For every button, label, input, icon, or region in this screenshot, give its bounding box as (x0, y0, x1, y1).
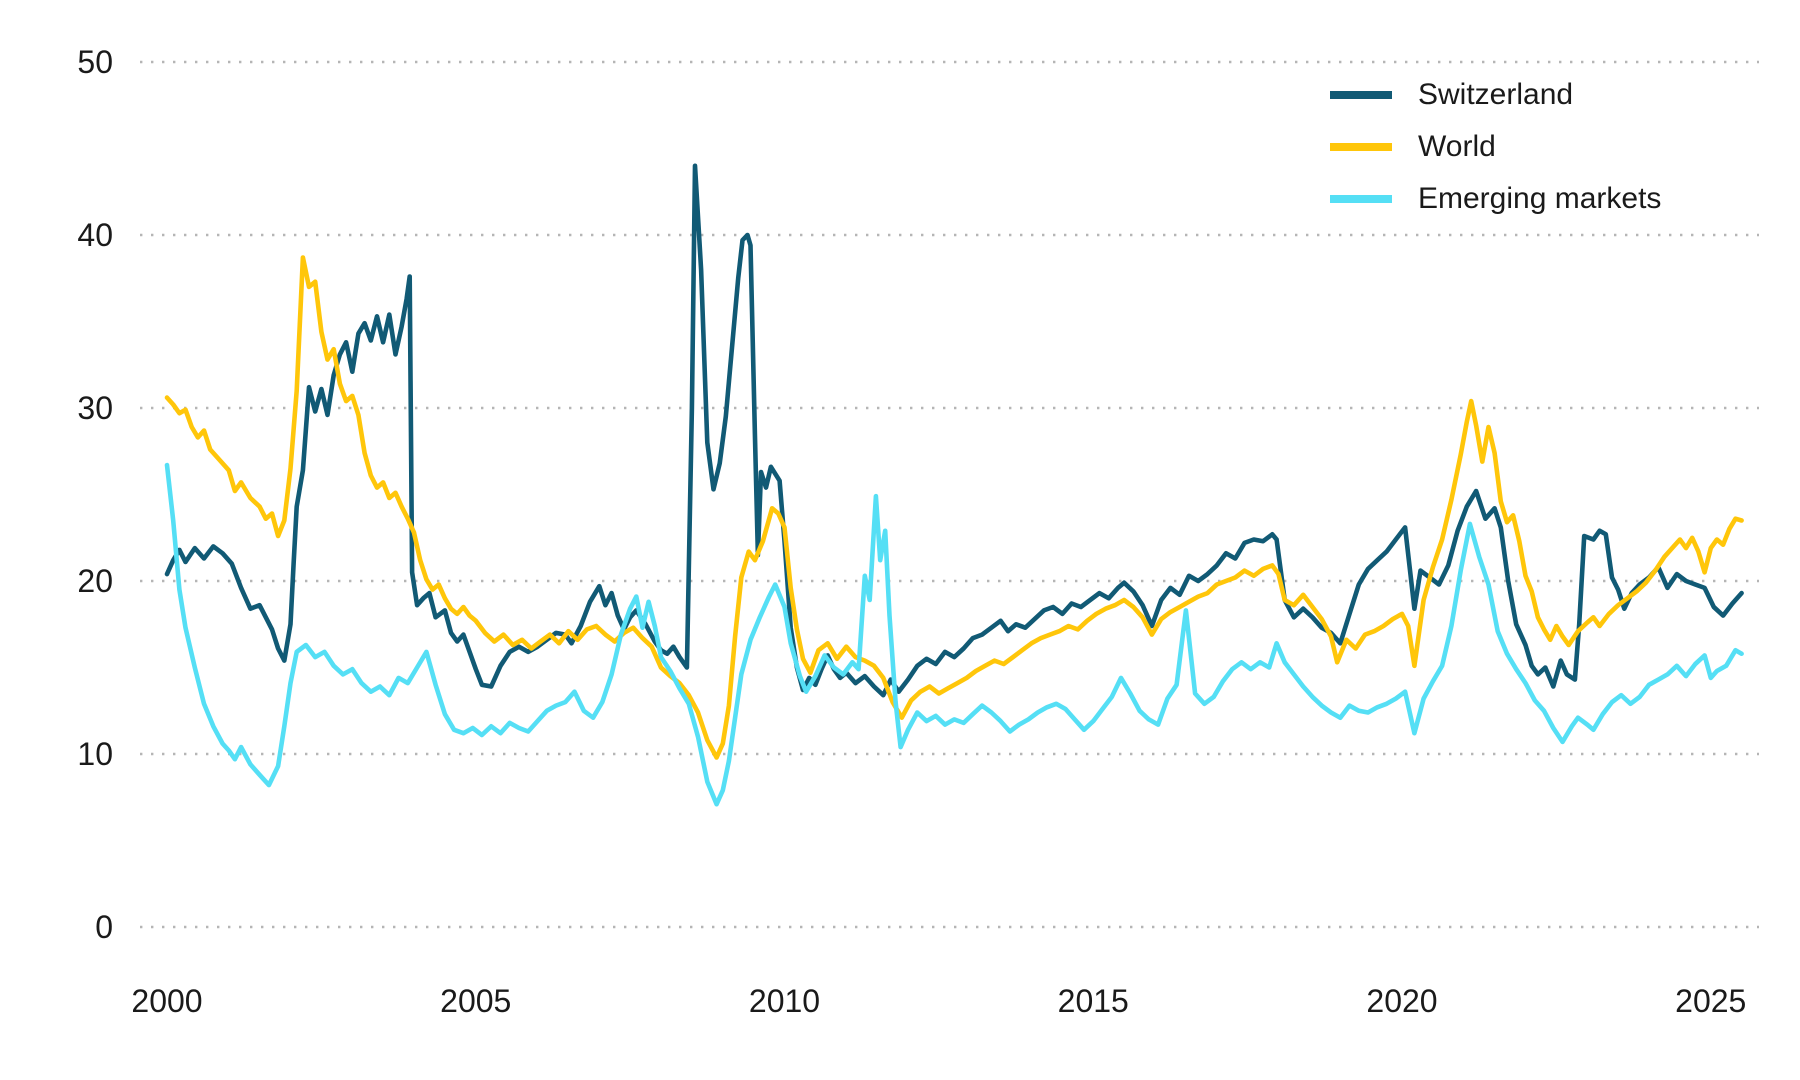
x-tick-label: 2010 (749, 983, 820, 1019)
x-tick-label: 2025 (1675, 983, 1746, 1019)
y-tick-label: 10 (77, 736, 113, 772)
x-tick-label: 2000 (131, 983, 202, 1019)
y-tick-label: 20 (77, 563, 113, 599)
legend-label: Switzerland (1418, 78, 1574, 111)
x-tick-label: 2020 (1366, 983, 1437, 1019)
y-tick-label: 40 (77, 217, 113, 253)
y-axis-tick-labels: 0 10 20 30 40 50 (77, 44, 113, 945)
legend-item-world: World (1330, 128, 1661, 166)
series-line-world (164, 255, 1744, 760)
legend-label: Emerging markets (1418, 182, 1662, 215)
legend-item-emerging-markets: Emerging markets (1330, 180, 1661, 218)
series-lines (164, 163, 1744, 807)
series-line-switzerland (164, 163, 1744, 698)
y-tick-label: 30 (77, 390, 113, 426)
y-tick-label: 0 (95, 909, 113, 945)
legend-swatch-emerging-markets (1330, 195, 1392, 203)
legend-item-switzerland: Switzerland (1330, 76, 1661, 114)
series-line-emerging-markets (164, 462, 1744, 807)
x-tick-label: 2005 (440, 983, 511, 1019)
x-tick-label: 2015 (1058, 983, 1129, 1019)
y-tick-label: 50 (77, 44, 113, 80)
legend-swatch-switzerland (1330, 91, 1392, 99)
legend-swatch-world (1330, 143, 1392, 151)
x-axis-tick-labels: 2000 2005 2010 2015 2020 2025 (131, 983, 1746, 1019)
legend: Switzerland World Emerging markets (1330, 76, 1661, 218)
legend-label: World (1418, 130, 1496, 163)
